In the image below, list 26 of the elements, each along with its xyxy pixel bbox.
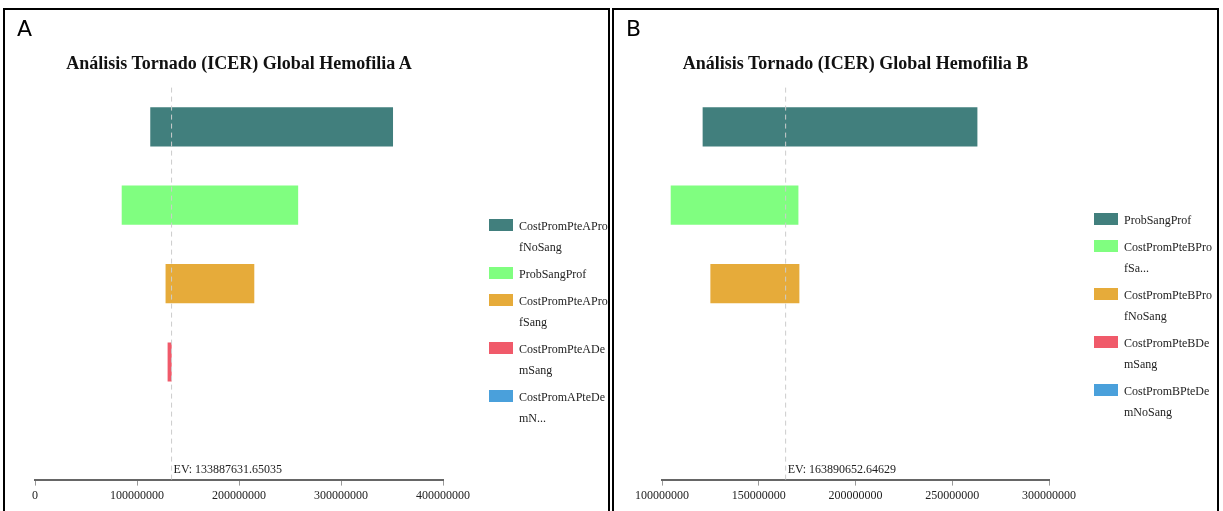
legend-label: CostPromAPteDemN... — [519, 389, 606, 427]
x-tick-label: 150000000 — [731, 487, 786, 502]
x-tick-label: 200000000 — [828, 487, 883, 502]
text: B — [626, 16, 642, 41]
x-tick-label: 300000000 — [314, 487, 368, 502]
x-tick-label: 100000000 — [635, 487, 689, 502]
ref-line-label: EV: 133887631.65035 — [173, 461, 283, 476]
legend-label: CostPromPteBProfSa... — [1124, 239, 1214, 277]
x-tick-label: 400000000 — [416, 487, 470, 502]
x-tick-label: 100000000 — [110, 487, 164, 502]
chart-title: Análisis Tornado (ICER) Global Hemofilia A — [66, 53, 412, 75]
x-tick-label: 0 — [32, 487, 38, 502]
legend-label: ProbSangProf — [519, 266, 588, 283]
chart-title: Análisis Tornado (ICER) Global Hemofilia B — [682, 53, 1029, 75]
legend-label: CostPromBPteDemNoSang — [1124, 383, 1211, 421]
x-tick-label: 250000000 — [925, 487, 980, 502]
legend-label: CostPromPteBProfNoSang — [1124, 287, 1214, 325]
x-tick-label: 200000000 — [212, 487, 266, 502]
x-tick-label: 300000000 — [1022, 487, 1076, 502]
legend-label: ProbSangProf — [1124, 212, 1193, 229]
legend-label: CostPromPteAProfSang — [519, 293, 609, 331]
legend-label: CostPromPteADemSang — [519, 341, 606, 379]
text: A — [17, 16, 33, 41]
legend-label: CostPromPteAProfNoSang — [519, 218, 609, 256]
legend-label: CostPromPteBDemSang — [1124, 335, 1211, 373]
ref-line-label: EV: 163890652.64629 — [787, 461, 897, 476]
